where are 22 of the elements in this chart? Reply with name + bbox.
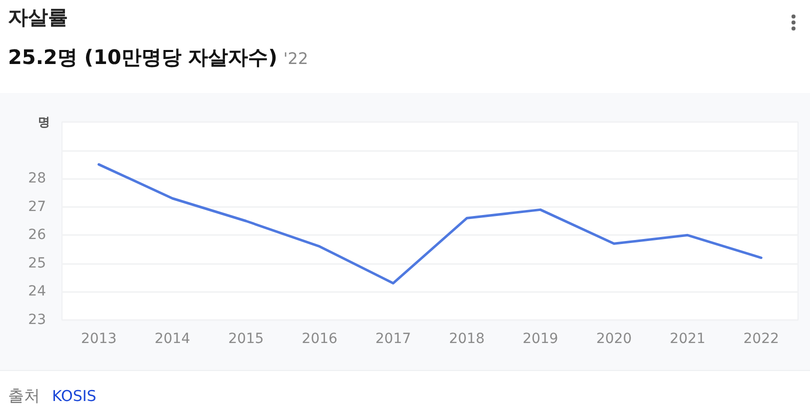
x-tick-label: 2017 [375,331,412,347]
x-tick-label: 2019 [522,331,558,347]
x-tick-label: 2018 [448,331,485,347]
chart-title: 자살률 [8,4,68,31]
source-note: 출처 KOSIS [8,386,96,407]
y-tick-label: 28 [28,170,46,187]
y-axis-title: 명 [38,115,50,129]
x-tick-label: 2014 [154,331,190,347]
y-tick-label: 23 [28,312,46,328]
y-tick-label: 26 [28,227,46,244]
chart-subtitle: 25.2명 (10만명당 자살자수) [8,45,278,69]
y-tick-label: 24 [28,284,46,300]
x-tick-label: 2013 [80,331,117,347]
x-tick-label: 2016 [302,331,338,347]
y-tick-label: 27 [28,198,46,215]
text: '22 [283,49,308,68]
y-tick-label: 25 [28,255,46,272]
x-tick-label: 2022 [743,331,780,347]
x-tick-label: 2021 [670,331,706,347]
line-series [98,163,762,284]
x-tick-label: 2020 [596,331,632,347]
x-tick-label: 2015 [228,331,264,347]
